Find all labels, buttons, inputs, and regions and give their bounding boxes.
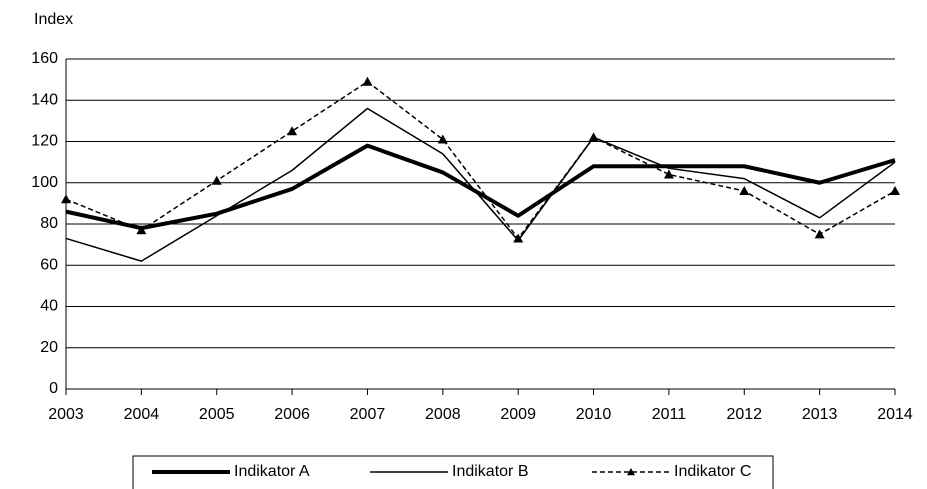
y-tick-label: 0	[49, 380, 58, 397]
y-tick-label: 120	[31, 133, 58, 150]
x-tick-label: 2009	[500, 406, 536, 423]
x-tick-label: 2004	[124, 406, 160, 423]
series-line	[65, 80, 896, 240]
y-axis-label: Index	[34, 11, 73, 28]
x-tick-label: 2005	[199, 406, 235, 423]
legend-marker	[627, 468, 635, 476]
point-marker	[437, 134, 448, 144]
legend-label: Indikator C	[674, 463, 751, 480]
x-tick-label: 2012	[726, 406, 762, 423]
x-tick-label: 2010	[576, 406, 612, 423]
point-marker	[362, 76, 373, 86]
x-tick-label: 2003	[48, 406, 84, 423]
legend-label: Indikator A	[234, 463, 310, 480]
x-tick-label: 2008	[425, 406, 461, 423]
point-marker	[287, 126, 298, 136]
point-marker	[136, 225, 147, 235]
series-line	[65, 143, 896, 231]
point-marker	[61, 194, 71, 204]
series-line	[65, 107, 896, 262]
point-marker	[663, 169, 674, 179]
y-tick-label: 80	[40, 215, 58, 232]
point-marker	[814, 229, 825, 239]
point-marker	[739, 186, 750, 195]
y-tick-label: 60	[40, 256, 58, 273]
y-tick-label: 100	[31, 174, 58, 191]
x-tick-label: 2014	[877, 406, 913, 423]
x-tick-label: 2006	[274, 406, 310, 423]
x-tick-label: 2013	[802, 406, 838, 423]
x-tick-label: 2007	[350, 406, 386, 423]
legend-label: Indikator B	[452, 463, 528, 480]
point-marker	[890, 186, 900, 195]
x-tick-label: 2011	[652, 406, 687, 423]
point-marker	[588, 132, 599, 142]
y-tick-label: 160	[31, 50, 58, 67]
y-tick-label: 40	[40, 298, 58, 315]
point-marker	[211, 175, 222, 185]
y-tick-label: 20	[40, 339, 58, 356]
y-tick-label: 140	[31, 91, 58, 108]
point-marker	[513, 233, 524, 243]
